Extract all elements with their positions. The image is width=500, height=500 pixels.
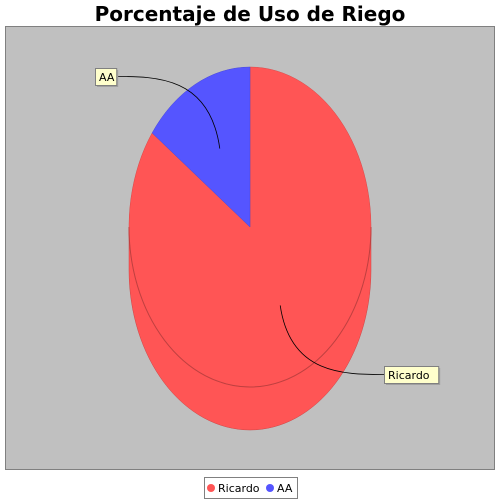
legend: Ricardo AA	[204, 477, 298, 499]
legend-label-ricardo: Ricardo	[218, 482, 260, 495]
legend-label-aa: AA	[277, 482, 293, 495]
chart-title: Porcentaje de Uso de Riego	[95, 2, 406, 26]
slice-label-aa: AA	[99, 71, 115, 84]
pie-slice-aa	[151, 66, 251, 228]
pie-group	[128, 66, 372, 431]
leader-line-aa	[116, 76, 221, 149]
legend-swatch-aa	[266, 484, 274, 492]
leader-line-ricardo	[279, 305, 385, 375]
slice-label-box-aa	[95, 68, 118, 86]
slice-label-ricardo: Ricardo	[388, 369, 430, 382]
legend-box	[204, 477, 298, 499]
slice-label-box-ricardo	[384, 366, 440, 384]
legend-swatch-ricardo	[207, 484, 215, 492]
slice-labels: Ricardo AA	[95, 68, 441, 385]
pie-rim-edge	[128, 226, 372, 388]
